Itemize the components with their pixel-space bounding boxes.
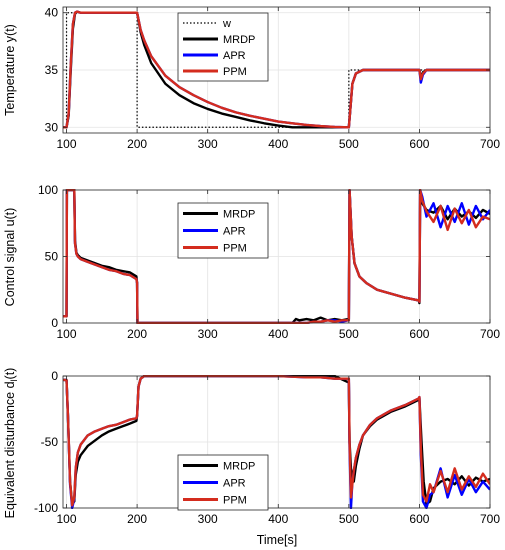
y-axis-label-suffix: (t) xyxy=(3,368,17,380)
x-tick-label: 100 xyxy=(57,327,77,341)
x-tick-label: 500 xyxy=(339,327,359,341)
y-axis-label: Equivalent disturbance dl(t) xyxy=(3,368,19,519)
x-tick-label: 400 xyxy=(268,137,288,151)
x-tick-label: 100 xyxy=(57,512,77,526)
legend-label-apr: APR xyxy=(223,226,246,238)
temperature-panel: 100 200 300 400 500 600 700 30 35 40 Temperature y… xyxy=(3,6,500,151)
y-axis-label-main: Temperature y(t) xyxy=(3,24,17,116)
x-tick-label: 600 xyxy=(409,137,429,151)
y-tick-label: 0 xyxy=(51,316,58,330)
y-axis-label: Control signal u(t) xyxy=(3,208,17,307)
legend-label-ppm: PPM xyxy=(223,495,247,507)
x-tick-label: 600 xyxy=(409,512,429,526)
x-tick-label: 700 xyxy=(480,137,500,151)
x-axis-label-time: Time[s] xyxy=(257,533,298,547)
legend-label-mrdp: MRDP xyxy=(223,209,255,221)
x-tick-label: 700 xyxy=(480,327,500,341)
series-line-ppm xyxy=(63,189,490,324)
y-axis-label: Temperature y(t) xyxy=(3,24,17,116)
legend-box xyxy=(177,12,269,82)
y-axis-label-main: Equivalent disturbance d xyxy=(3,381,17,518)
series-group xyxy=(63,189,490,324)
y-tick-label: -50 xyxy=(41,435,59,449)
y-tick-label: 35 xyxy=(45,63,59,77)
legend-label-ppm: PPM xyxy=(223,243,247,255)
x-tick-label: 300 xyxy=(198,512,218,526)
legend-label-w: w xyxy=(222,18,231,30)
series-line-ppm xyxy=(63,375,490,507)
series-group xyxy=(63,10,490,129)
legend: MRDP APR PPM xyxy=(177,454,269,511)
y-tick-label: 40 xyxy=(45,6,59,20)
control-signal-panel: 100 200 300 400 500 600 700 0 50 100 Control signa… xyxy=(3,183,500,341)
legend-label-mrdp: MRDP xyxy=(223,461,255,473)
x-tick-label: 200 xyxy=(127,137,147,151)
x-tick-label: 100 xyxy=(57,137,77,151)
x-tick-label: 500 xyxy=(339,137,359,151)
y-axis-label-subscript: l xyxy=(9,379,19,381)
legend: w MRDP APR PPM xyxy=(177,12,269,82)
x-tick-label: 700 xyxy=(480,512,500,526)
series-line-w xyxy=(63,12,490,128)
x-tick-label: 500 xyxy=(339,512,359,526)
series-line-ppm xyxy=(63,10,490,129)
x-tick-label: 300 xyxy=(198,137,218,151)
x-tick-label: 600 xyxy=(409,327,429,341)
y-tick-label: 30 xyxy=(45,120,59,134)
legend-label-apr: APR xyxy=(223,50,246,62)
legend-label-apr: APR xyxy=(223,478,246,490)
x-tick-label: 400 xyxy=(268,327,288,341)
x-tick-label: 400 xyxy=(268,512,288,526)
y-axis-label-main: Control signal u(t) xyxy=(3,208,17,307)
legend-label-ppm: PPM xyxy=(223,66,247,78)
y-tick-label: -100 xyxy=(34,501,58,515)
x-tick-label: 300 xyxy=(198,327,218,341)
y-tick-label: 0 xyxy=(51,369,58,383)
x-tick-label: 200 xyxy=(127,327,147,341)
y-tick-label: 50 xyxy=(45,250,59,264)
y-tick-label: 100 xyxy=(38,183,58,197)
legend: MRDP APR PPM xyxy=(177,202,269,259)
equivalent-disturbance-panel: 100 200 300 400 500 600 700 -100 -50 0 Equivalent … xyxy=(3,368,500,526)
x-tick-label: 200 xyxy=(127,512,147,526)
legend-label-mrdp: MRDP xyxy=(223,34,255,46)
